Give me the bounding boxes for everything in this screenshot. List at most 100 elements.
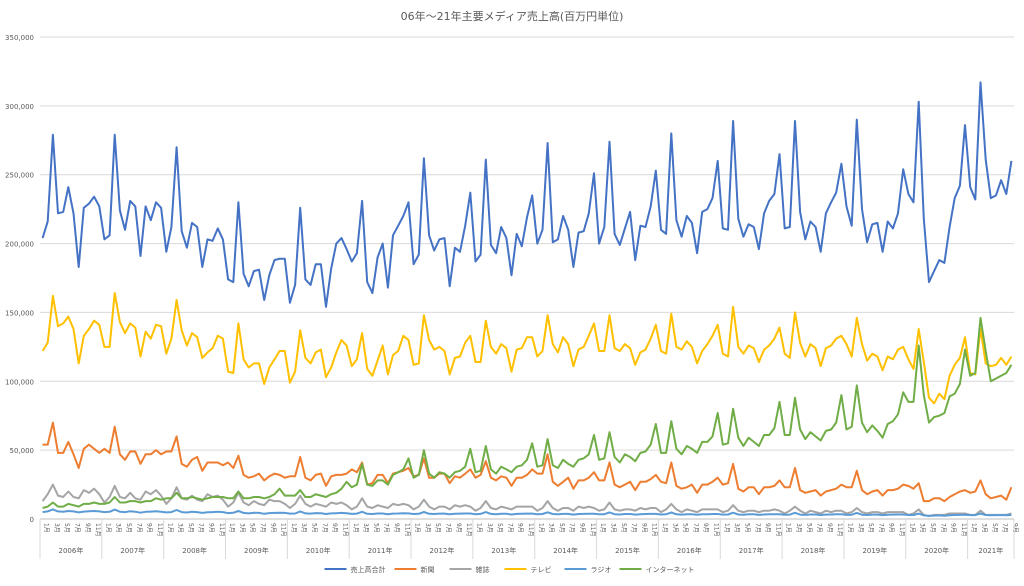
year-label: 2021年 [978, 546, 1003, 555]
x-tick-label: 9月 [269, 523, 276, 533]
x-tick-label: 3月 [424, 523, 431, 533]
year-label: 2020年 [924, 546, 949, 555]
x-tick-label: 5月 [991, 523, 998, 533]
x-tick-label: 5月 [620, 523, 627, 533]
x-tick-label: 5月 [929, 523, 936, 533]
x-tick-label: 11月 [651, 523, 658, 537]
series-lines [41, 81, 1013, 518]
x-tick-label: 9月 [455, 523, 462, 533]
chart-title: 06年～21年主要メディア売上高(百万円単位) [401, 9, 624, 23]
x-tick-label: 3月 [238, 523, 245, 533]
x-tick-label: 11月 [960, 523, 967, 537]
x-tick-label: 11月 [218, 523, 225, 537]
x-tick-label: 11月 [403, 523, 410, 537]
x-tick-label: 7月 [816, 523, 823, 533]
x-tick-label: 11月 [589, 523, 596, 537]
x-tick-label: 3月 [115, 523, 122, 533]
x-tick-label: 3月 [53, 523, 60, 533]
year-label: 2011年 [368, 546, 393, 555]
year-label: 2018年 [801, 546, 826, 555]
x-tick-label: 9月 [888, 523, 895, 533]
x-tick-label: 3月 [733, 523, 740, 533]
x-tick-label: 9月 [1011, 523, 1018, 533]
x-tick-label: 7月 [568, 523, 575, 533]
x-tick-label: 7月 [321, 523, 328, 533]
series-line [41, 81, 1013, 308]
x-tick-label: 5月 [867, 523, 874, 533]
x-tick-label: 3月 [300, 523, 307, 533]
x-tick-label: 1月 [166, 523, 173, 533]
x-tick-label: 1月 [43, 523, 50, 533]
x-tick-label: 1月 [847, 523, 854, 533]
x-tick-label: 3月 [177, 523, 184, 533]
x-tick-label: 5月 [558, 523, 565, 533]
x-tick-label: 5月 [743, 523, 750, 533]
x-tick-label: 7月 [939, 523, 946, 533]
x-tick-label: 1月 [414, 523, 421, 533]
x-tick-label: 7月 [506, 523, 513, 533]
year-label: 2006年 [59, 546, 84, 555]
x-tick-label: 3月 [857, 523, 864, 533]
x-tick-label: 11月 [94, 523, 101, 537]
x-tick-label: 3月 [548, 523, 555, 533]
x-tick-label: 5月 [805, 523, 812, 533]
x-tick-label: 9月 [331, 523, 338, 533]
x-tick-label: 1月 [537, 523, 544, 533]
year-label: 2012年 [430, 546, 455, 555]
year-label: 2007年 [120, 546, 145, 555]
x-tick-label: 1月 [104, 523, 111, 533]
legend-label: インターネット [646, 565, 695, 574]
x-tick-label: 5月 [311, 523, 318, 533]
x-tick-label: 1月 [599, 523, 606, 533]
x-tick-label: 1月 [290, 523, 297, 533]
x-tick-label: 3月 [981, 523, 988, 533]
x-tick-label: 11月 [465, 523, 472, 537]
y-tick-label: 50,000 [10, 447, 35, 455]
x-tick-label: 9月 [702, 523, 709, 533]
x-tick-label: 5月 [63, 523, 70, 533]
x-tick-label: 11月 [774, 523, 781, 537]
year-label: 2014年 [553, 546, 578, 555]
x-tick-label: 7月 [197, 523, 204, 533]
legend-label: 売上高合計 [351, 565, 386, 574]
x-tick-label: 1月 [785, 523, 792, 533]
x-tick-label: 7月 [259, 523, 266, 533]
series-line [42, 508, 1012, 517]
x-tick-label: 9月 [764, 523, 771, 533]
x-tick-label: 7月 [877, 523, 884, 533]
x-tick-label: 3月 [671, 523, 678, 533]
y-tick-label: 150,000 [5, 309, 34, 317]
x-tick-label: 3月 [609, 523, 616, 533]
x-tick-label: 5月 [434, 523, 441, 533]
y-tick-label: 100,000 [5, 378, 34, 386]
x-tick-label: 9月 [826, 523, 833, 533]
gridlines [40, 36, 1014, 520]
year-label: 2019年 [862, 546, 887, 555]
year-label: 2008年 [182, 546, 207, 555]
y-tick-label: 250,000 [5, 172, 34, 180]
x-tick-label: 3月 [795, 523, 802, 533]
y-tick-label: 200,000 [5, 241, 34, 249]
y-tick-label: 300,000 [5, 103, 34, 111]
year-label: 2015年 [615, 546, 640, 555]
x-tick-label: 5月 [372, 523, 379, 533]
x-tick-label: 5月 [249, 523, 256, 533]
x-tick-label: 1月 [970, 523, 977, 533]
x-tick-label: 11月 [836, 523, 843, 537]
x-tick-label: 7月 [1001, 523, 1008, 533]
y-axis: 0 50,000 100,000 150,000 200,000 250,000 300,0… [5, 34, 34, 524]
x-tick-label: 1月 [475, 523, 482, 533]
x-tick-label: 1月 [723, 523, 730, 533]
legend-label: ラジオ [591, 566, 612, 574]
legend-label: テレビ [531, 565, 552, 574]
x-tick-label: 11月 [898, 523, 905, 537]
series-line [42, 421, 1013, 503]
x-tick-label: 7月 [445, 523, 452, 533]
x-tick-label: 11月 [280, 523, 287, 537]
y-tick-label: 350,000 [5, 34, 34, 42]
year-label: 2016年 [677, 546, 702, 555]
year-label: 2009年 [244, 546, 269, 555]
x-tick-label: 9月 [207, 523, 214, 533]
